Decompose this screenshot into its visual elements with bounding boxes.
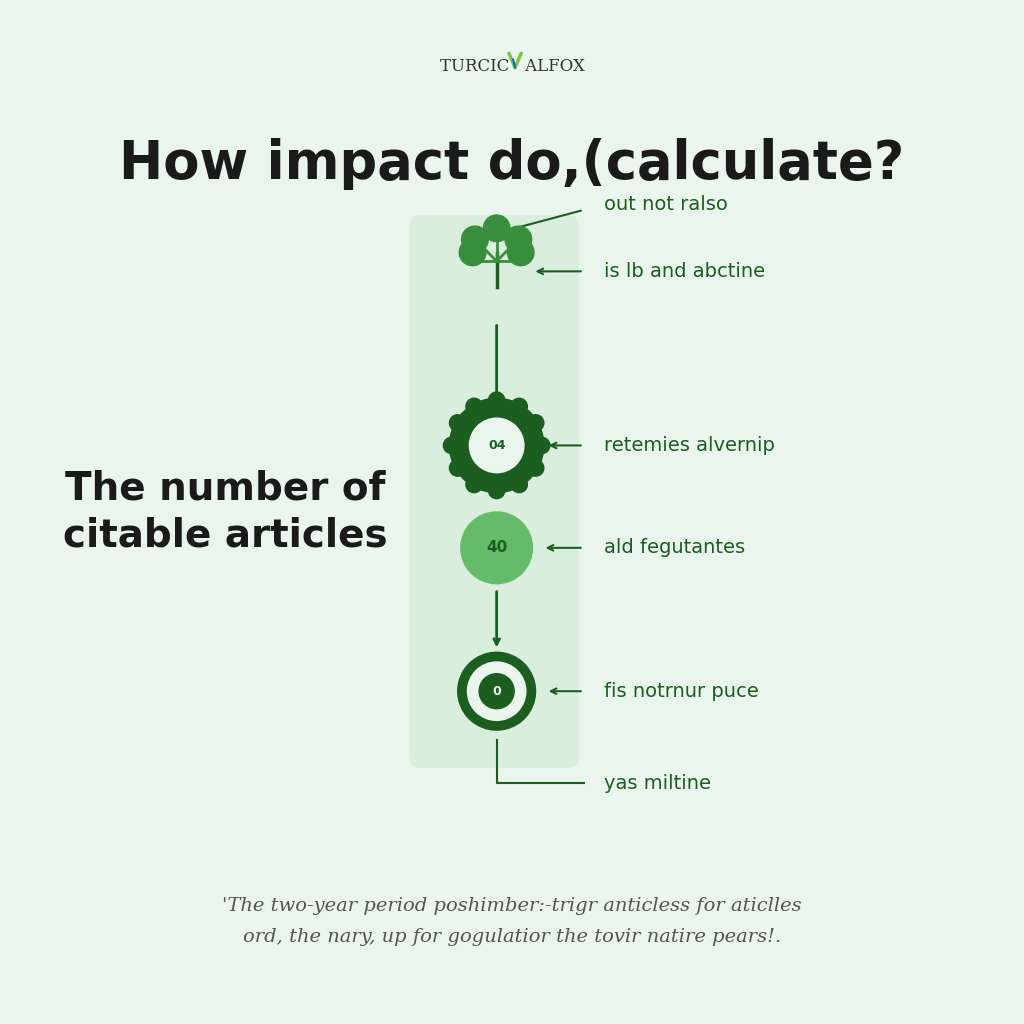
Text: fis notrnur puce: fis notrnur puce [604, 682, 759, 700]
Circle shape [467, 662, 526, 721]
Text: How impact do,(calculate?: How impact do,(calculate? [120, 138, 904, 189]
Circle shape [450, 460, 466, 476]
Text: 04: 04 [487, 439, 506, 452]
Circle shape [488, 392, 505, 409]
Circle shape [527, 415, 544, 431]
Circle shape [534, 437, 550, 454]
Text: ord, the nary, up for gogulatior the tovir natire pears!.: ord, the nary, up for gogulatior the tov… [243, 928, 781, 946]
Text: is lb and abctine: is lb and abctine [604, 262, 765, 281]
Circle shape [507, 239, 534, 265]
Circle shape [479, 674, 514, 709]
Circle shape [466, 398, 482, 415]
Circle shape [458, 652, 536, 730]
Circle shape [483, 215, 510, 242]
Text: 0: 0 [493, 685, 501, 697]
Circle shape [505, 226, 531, 253]
Circle shape [460, 239, 486, 265]
Circle shape [527, 460, 544, 476]
Text: TURCIC   ALFOX: TURCIC ALFOX [439, 58, 585, 75]
Circle shape [450, 415, 466, 431]
Text: retemies alvernip: retemies alvernip [604, 436, 775, 455]
Text: 40: 40 [486, 541, 507, 555]
Text: The number of
citable articles: The number of citable articles [62, 469, 388, 555]
Circle shape [450, 398, 544, 493]
Text: 'The two-year period poshimber:-trigr anticless for aticlles: 'The two-year period poshimber:-trigr an… [222, 897, 802, 915]
Circle shape [469, 418, 524, 473]
Text: yas miltine: yas miltine [604, 774, 711, 793]
FancyBboxPatch shape [410, 215, 579, 768]
Circle shape [511, 398, 527, 415]
Circle shape [461, 512, 532, 584]
Text: out not ralso: out not ralso [604, 196, 728, 214]
Circle shape [462, 226, 488, 253]
Circle shape [488, 482, 505, 499]
Text: ald fegutantes: ald fegutantes [604, 539, 745, 557]
Circle shape [511, 476, 527, 493]
Circle shape [466, 476, 482, 493]
Circle shape [443, 437, 460, 454]
